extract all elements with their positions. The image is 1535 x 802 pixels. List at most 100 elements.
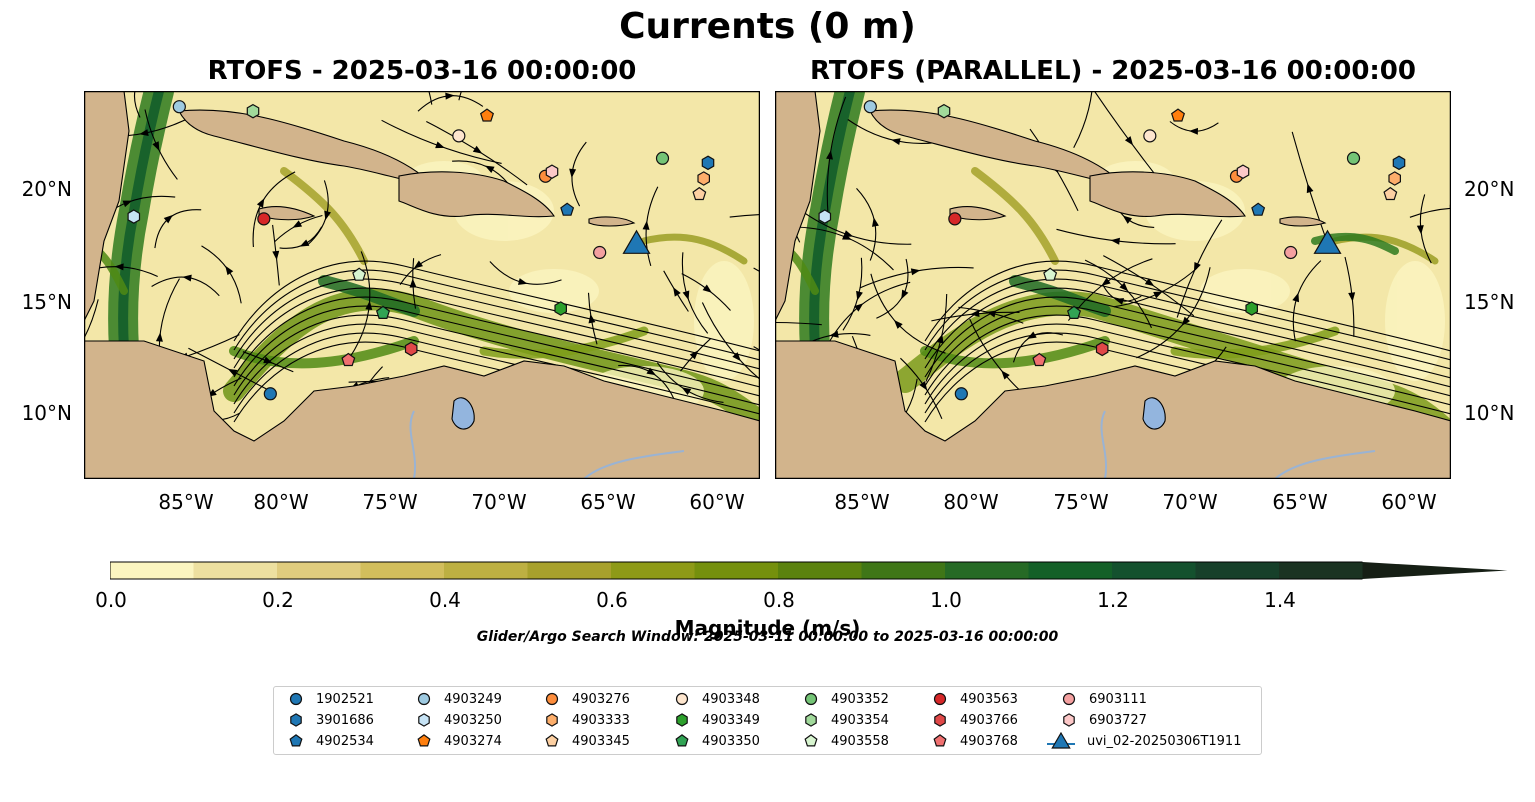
lon-tick-label: 60°W — [689, 490, 745, 514]
colorbar-segment — [778, 562, 862, 579]
colorbar-segment — [360, 562, 444, 579]
lon-tick-label: 80°W — [943, 490, 999, 514]
legend-label: 4903350 — [702, 733, 760, 749]
float-marker-4903345 — [692, 186, 707, 201]
legend-entry: 4903250 — [414, 711, 502, 729]
legend-entry: 4903558 — [801, 732, 889, 750]
float-marker-4903558 — [1043, 267, 1058, 281]
lat-tick-label: 10°N — [21, 401, 72, 425]
float-marker-4903249 — [863, 100, 877, 114]
float-marker-4903768 — [1032, 352, 1047, 367]
colorbar-segment — [1112, 562, 1196, 579]
legend-label: 4903563 — [960, 691, 1018, 707]
legend-entry: 6903111 — [1059, 690, 1147, 708]
legend-label: 4903276 — [572, 691, 630, 707]
legend-label: 4903274 — [444, 733, 502, 749]
lon-tick-label: 80°W — [253, 490, 309, 514]
colorbar-segment — [527, 562, 611, 579]
lon-tick-label: 85°W — [158, 490, 214, 514]
legend-marker-icon — [1063, 713, 1075, 727]
float-marker-4903345 — [1383, 186, 1398, 201]
legend-marker-icon — [675, 692, 689, 706]
float-marker-4903354 — [937, 103, 951, 119]
puerto-rico-land — [588, 216, 636, 227]
float-marker-4903249 — [172, 100, 186, 114]
hispaniola-land — [398, 171, 555, 218]
rivers — [409, 410, 685, 479]
legend-label: 4903345 — [572, 733, 630, 749]
land — [775, 91, 1451, 479]
float-marker-4903766 — [404, 341, 418, 357]
puerto-rico-land — [1279, 216, 1327, 227]
legend-entry: 4903563 — [930, 690, 1018, 708]
legend-entry: 3901686 — [286, 711, 374, 729]
colorbar-tick-label: 0.0 — [95, 588, 127, 612]
legend-label: 4903352 — [831, 691, 889, 707]
rivers — [1100, 410, 1376, 479]
colorbar-segment — [945, 562, 1029, 579]
colorbar-segment — [611, 562, 695, 579]
colorbar-tick-label: 1.2 — [1097, 588, 1129, 612]
float-marker-4903563 — [257, 212, 271, 226]
hispaniola-land — [1089, 171, 1246, 218]
lon-tick-label: 75°W — [1053, 490, 1109, 514]
legend-label: 4903766 — [960, 712, 1018, 728]
colorbar-segment — [694, 562, 778, 579]
panel-title-rtofs: RTOFS - 2025-03-16 00:00:00 — [207, 56, 637, 86]
legend-label: 4903558 — [831, 733, 889, 749]
float-marker-4903768 — [341, 352, 356, 367]
legend-entry: 4902534 — [286, 732, 374, 750]
legend-marker-icon — [933, 734, 947, 747]
lon-tick-label: 70°W — [471, 490, 527, 514]
legend-marker-icon — [546, 713, 558, 727]
legend-entry: 4903249 — [414, 690, 502, 708]
land — [84, 91, 760, 479]
search-window-caption: Glider/Argo Search Window: 2025-03-11 00… — [476, 629, 1059, 645]
colorbar-segment — [277, 562, 361, 579]
lon-tick-label: 70°W — [1162, 490, 1218, 514]
legend-marker-icon — [934, 713, 946, 727]
legend-label: 4903768 — [960, 733, 1018, 749]
legend-marker-icon — [933, 692, 947, 706]
south-america-central-america-land — [775, 340, 1451, 479]
legend-label: 6903727 — [1089, 712, 1147, 728]
lat-tick-label: 15°N — [1464, 290, 1515, 314]
legend-label: 4903348 — [702, 691, 760, 707]
colorbar-tick-label: 0.6 — [596, 588, 628, 612]
colorbar-segment — [1195, 562, 1279, 579]
float-marker-4903250 — [127, 209, 141, 224]
glider-marker — [1313, 229, 1342, 254]
colorbar-segment — [861, 562, 945, 579]
legend-entry: 4903345 — [542, 732, 630, 750]
glider-marker — [622, 229, 651, 254]
colorbar-segment — [110, 562, 194, 579]
legend-entry: 4903349 — [672, 711, 760, 729]
map-frame — [84, 91, 760, 479]
float-marker-4903558 — [352, 267, 367, 281]
float-marker-1902521 — [263, 387, 277, 401]
legend-entry: 4903768 — [930, 732, 1018, 750]
legend-label: 4903249 — [444, 691, 502, 707]
legend-marker-icon — [805, 713, 817, 727]
legend-marker-icon — [675, 734, 689, 747]
colorbar-label: Magnitude (m/s) — [674, 616, 861, 640]
lat-tick-label: 15°N — [21, 290, 72, 314]
float-marker-4903766 — [1095, 341, 1109, 357]
legend-entry: 4903348 — [672, 690, 760, 708]
float-marker-4903274 — [479, 108, 495, 122]
colorbar-tick-label: 0.8 — [763, 588, 795, 612]
legend-marker-icon — [417, 734, 431, 747]
legend-entry: 4903352 — [801, 690, 889, 708]
colorbar-tick-label: 1.4 — [1264, 588, 1296, 612]
float-marker-4903250 — [818, 209, 832, 224]
legend-label: 4903250 — [444, 712, 502, 728]
legend-label: 6903111 — [1089, 691, 1147, 707]
legend-entry: 4903354 — [801, 711, 889, 729]
lat-tick-label: 10°N — [1464, 401, 1515, 425]
float-marker-3901686 — [701, 155, 715, 171]
float-marker-4903563 — [948, 212, 962, 226]
lat-tick-label: 20°N — [21, 177, 72, 201]
float-marker-4903350 — [1066, 305, 1082, 319]
float-marker-4902534 — [1251, 202, 1266, 216]
legend-entry: 6903727 — [1059, 711, 1147, 729]
